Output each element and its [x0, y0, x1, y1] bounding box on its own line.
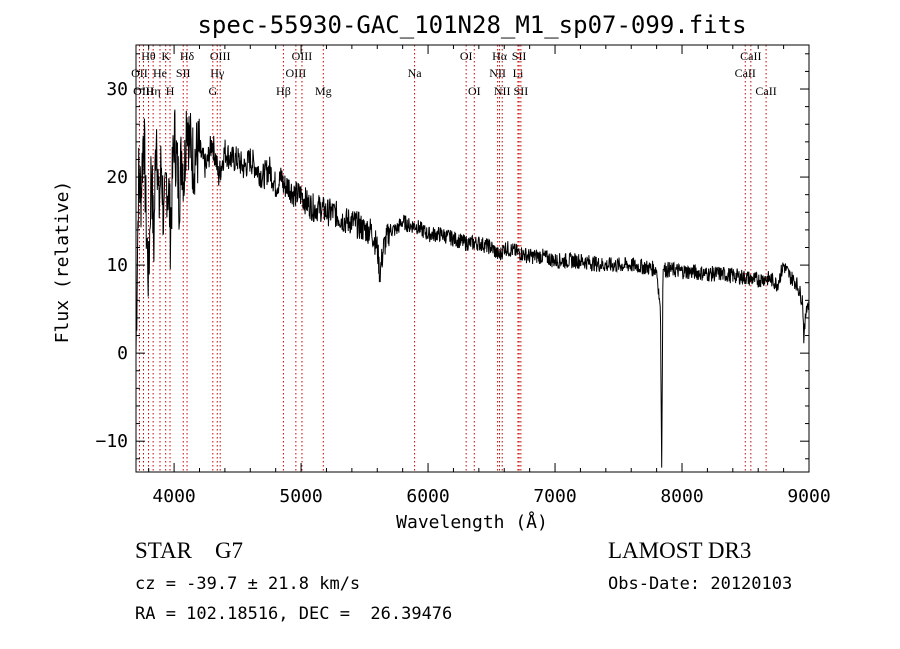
survey-name: LAMOST DR3	[608, 538, 752, 563]
y-axis-ticks: −10 0 10 20 30	[95, 53, 809, 460]
x-tick-label-4: 8000	[660, 486, 703, 507]
line-mark-label-19: Hα	[492, 49, 508, 63]
x-axis-ticks: 4000 5000 6000 7000 8000 9000	[148, 45, 831, 507]
x-tick-label-1: 5000	[279, 486, 322, 507]
line-mark-label-22: Li	[513, 66, 524, 80]
line-mark-label-26: CaII	[735, 66, 756, 80]
line-mark-label-12: OIII	[292, 49, 313, 63]
x-tick-label-2: 6000	[406, 486, 449, 507]
line-mark-label-11: G	[208, 84, 217, 98]
line-mark-label-4: K	[161, 49, 170, 63]
line-mark-label-15: Mg	[315, 84, 332, 98]
obs-date: Obs-Date: 20120103	[608, 574, 793, 594]
y-tick-label-3: 20	[106, 167, 128, 188]
line-mark-label-23: NII	[494, 84, 511, 98]
spectrum-series	[135, 109, 810, 468]
line-mark-label-1: OII	[131, 66, 148, 80]
chart-title: spec-55930-GAC_101N28_M1_sp07-099.fits	[197, 11, 746, 39]
x-tick-label-5: 9000	[787, 486, 830, 507]
line-mark-label-21: NII	[489, 66, 506, 80]
y-tick-label-4: 30	[106, 79, 128, 100]
line-mark-label-17: OI	[460, 49, 473, 63]
line-mark-label-20: SII	[512, 49, 527, 63]
line-mark-label-7: Hδ	[180, 49, 195, 63]
coordinates-readout: RA = 102.18516, DEC = 26.39476	[135, 604, 453, 624]
line-mark-label-2: OIII	[133, 84, 154, 98]
line-mark-label-16: Na	[408, 66, 423, 80]
y-tick-label-2: 10	[106, 255, 128, 276]
line-mark-label-18: OI	[468, 84, 481, 98]
x-tick-label-0: 4000	[152, 486, 195, 507]
line-mark-label-13: OIII	[286, 66, 307, 80]
line-mark-label-24: SII	[514, 84, 529, 98]
y-axis-label: Flux (relative)	[52, 181, 73, 344]
line-mark-label-0: Hθ	[141, 49, 156, 63]
plot-frame	[135, 44, 810, 473]
line-mark-label-25: CaII	[740, 49, 761, 63]
line-mark-label-14: Hβ	[276, 84, 291, 98]
spectrum-chart: spec-55930-GAC_101N28_M1_sp07-099.fits H…	[52, 11, 831, 533]
y-tick-label-1: 0	[117, 343, 128, 364]
line-mark-label-27: CaII	[755, 84, 776, 98]
spectral-type: STAR G7	[135, 538, 244, 563]
x-axis-label: Wavelength (Å)	[396, 511, 548, 533]
redshift-readout: cz = -39.7 ± 21.8 km/s	[135, 574, 361, 594]
line-mark-label-9: OIII	[210, 49, 231, 63]
y-tick-label-0: −10	[95, 431, 128, 452]
line-mark-label-10: Hγ	[210, 66, 225, 80]
line-mark-label-5: He	[153, 66, 167, 80]
line-mark-label-6: H	[166, 84, 175, 98]
line-mark-label-8: SII	[176, 66, 191, 80]
line-mark-label-3: Hη	[146, 84, 161, 98]
spectrum-line	[135, 109, 810, 468]
x-tick-label-3: 7000	[533, 486, 576, 507]
